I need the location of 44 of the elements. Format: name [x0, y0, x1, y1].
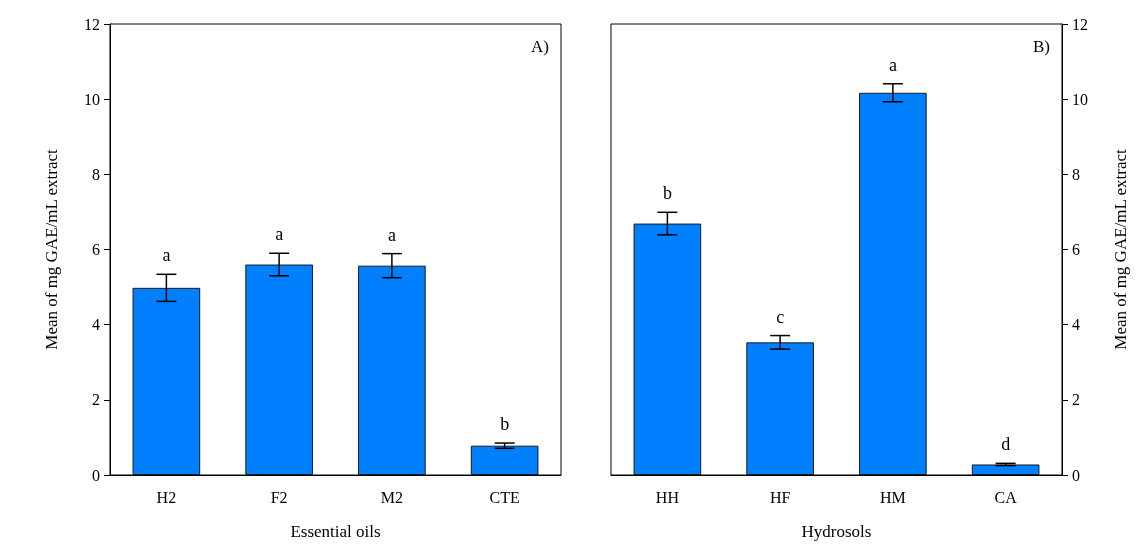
y-tick-label: 4: [92, 316, 100, 334]
x-tick-label: H2: [156, 488, 177, 506]
annotation: a: [275, 224, 284, 245]
y-tick-label: 10: [84, 90, 100, 108]
annotation: b: [662, 183, 672, 204]
y-tick-label: 10: [1072, 90, 1088, 108]
x-tick-label: HH: [655, 488, 680, 506]
x-axis-title: Essential oils: [290, 522, 381, 541]
bar: [132, 287, 201, 475]
annotation: d: [1001, 434, 1011, 455]
y-tick-label: 6: [1072, 241, 1080, 258]
annotation: a: [162, 245, 171, 266]
annotation: a: [387, 224, 396, 245]
y-tick-label: 2: [92, 391, 100, 409]
y-tick-label: 12: [1072, 15, 1088, 33]
y-tick-label: 8: [1072, 165, 1080, 183]
bar: [358, 265, 426, 475]
x-tick-label: HM: [879, 488, 906, 506]
x-tick-label: HF: [769, 488, 791, 506]
y-tick-label: 6: [92, 241, 100, 258]
annotation: a: [888, 54, 897, 75]
bar: [971, 464, 1040, 475]
bar: [633, 223, 702, 475]
annotation: A): [531, 37, 550, 56]
annotation: B): [1033, 37, 1050, 56]
bar: [746, 342, 814, 475]
x-axis-title: Hydrosols: [801, 522, 872, 541]
y-axis-title: Mean of mg GAE/mL extract: [1111, 148, 1130, 350]
y-tick-label: 12: [84, 15, 100, 33]
y-tick-label: 4: [1072, 316, 1080, 334]
y-tick-label: 0: [1072, 466, 1080, 484]
bar: [859, 92, 927, 475]
annotation: c: [776, 306, 785, 327]
x-tick-label: M2: [380, 488, 403, 506]
y-tick-label: 8: [92, 165, 100, 183]
x-tick-label: CA: [994, 488, 1018, 506]
annotation: b: [500, 414, 510, 435]
y-axis-title: Mean of mg GAE/mL extract: [42, 148, 61, 350]
x-tick-label: F2: [270, 488, 288, 506]
y-tick-label: 0: [92, 466, 100, 484]
y-tick-label: 2: [1072, 391, 1080, 409]
bar: [245, 264, 313, 475]
bar: [470, 445, 539, 475]
x-tick-label: CTE: [489, 488, 520, 506]
